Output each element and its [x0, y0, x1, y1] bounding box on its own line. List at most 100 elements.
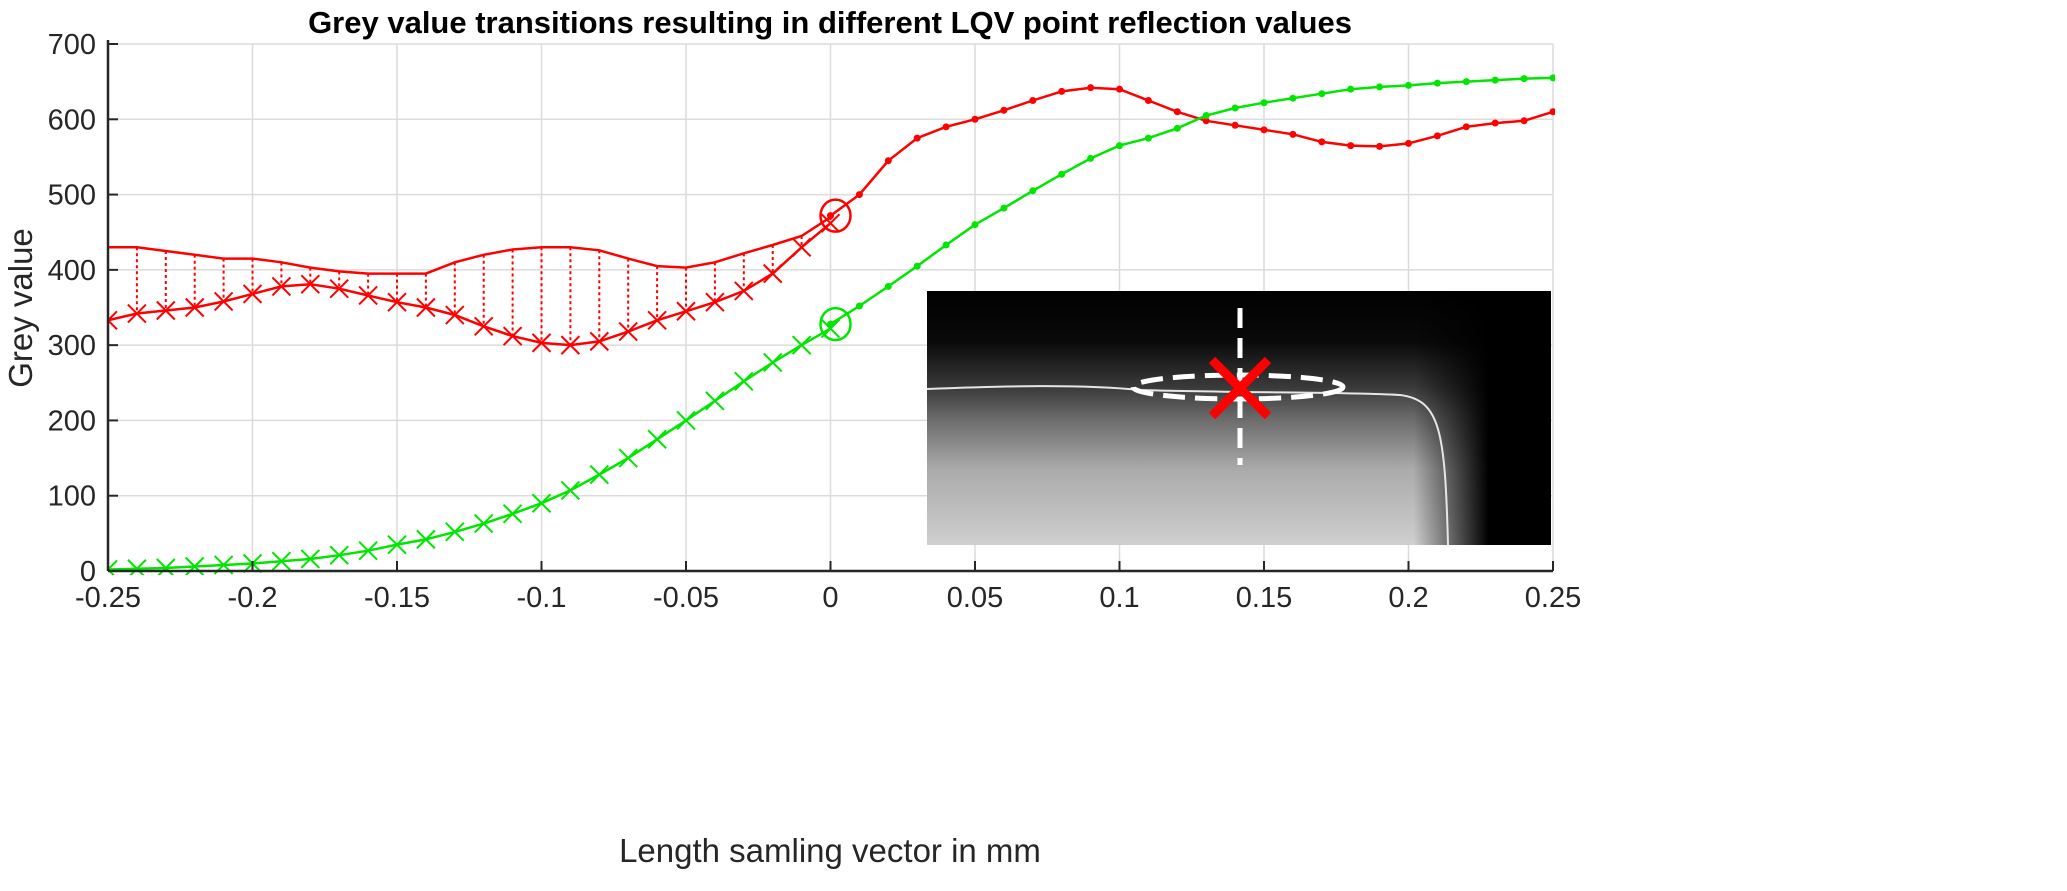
red-dots-point — [855, 191, 863, 199]
y-tick-label: 300 — [48, 330, 96, 362]
x-tick-label: 0 — [822, 582, 838, 614]
red-dots-point — [1347, 142, 1355, 150]
green-dots-point — [1173, 124, 1181, 132]
x-stroke — [157, 558, 176, 575]
x-tick-label: -0.1 — [517, 582, 567, 614]
red-dots-point — [1520, 117, 1528, 125]
green-dots-point — [827, 320, 834, 328]
x-tick-label: 0.2 — [1388, 582, 1428, 614]
red-dots-point — [1549, 108, 1555, 116]
x-stroke — [416, 529, 436, 550]
red-cross-point — [531, 333, 552, 353]
red-cross-line — [108, 222, 832, 347]
green-cross-point — [647, 429, 667, 449]
red-dots-point — [1289, 130, 1297, 138]
green-cross-point — [705, 391, 725, 411]
circle-marker — [819, 306, 852, 342]
red-dots-point — [1462, 123, 1470, 131]
red-dots-point — [942, 123, 950, 131]
x-tick-label: -0.25 — [75, 582, 141, 614]
red-cross-point — [358, 285, 378, 306]
y-tick-label: 600 — [48, 104, 96, 136]
x-stroke — [300, 549, 321, 569]
green-dots-point — [1462, 78, 1470, 86]
red-dots-point — [1260, 126, 1268, 134]
y-tick-label: 700 — [48, 29, 96, 61]
x-stroke — [734, 371, 754, 391]
red-envelope-line — [108, 216, 832, 275]
green-dots-point — [855, 302, 863, 310]
green-cross-point — [762, 352, 783, 373]
red-dots-point — [971, 115, 979, 123]
red-dots-point — [1058, 87, 1066, 95]
red-x-marker-icon — [1208, 356, 1272, 420]
green-cross-point — [184, 556, 205, 575]
x-stroke — [156, 300, 176, 321]
red-cross-point — [184, 297, 205, 318]
red-dots-point — [1029, 96, 1037, 104]
green-cross-point — [676, 410, 696, 431]
green-dots-point — [1260, 99, 1268, 107]
red-cross-point — [300, 274, 321, 294]
green-cross-point — [589, 464, 610, 485]
red-cross-point — [791, 237, 812, 257]
green-dots-point — [1520, 75, 1528, 83]
green-dots-point — [1202, 112, 1210, 120]
y-tick-label: 100 — [48, 481, 96, 513]
red-dots-point — [1231, 121, 1239, 129]
green-cross-point — [502, 504, 523, 524]
x-stroke — [791, 237, 812, 257]
x-tick-label: -0.15 — [364, 582, 430, 614]
x-stroke — [184, 297, 205, 318]
green-dots-point — [1029, 187, 1037, 195]
green-cross-point — [531, 493, 552, 513]
red-cross-point — [473, 316, 494, 337]
x-tick-label: -0.2 — [228, 582, 278, 614]
x-stroke — [445, 305, 465, 325]
green-cross-point — [416, 529, 436, 550]
x-stroke — [705, 391, 725, 411]
series-layer — [108, 74, 1555, 575]
x-stroke — [762, 263, 783, 284]
x-stroke — [300, 274, 321, 294]
red-dots-point — [1173, 108, 1181, 116]
x-stroke — [531, 493, 552, 513]
red-dots-point — [913, 134, 921, 142]
x-stroke — [416, 297, 436, 318]
red-dots-point — [1144, 96, 1152, 104]
red-dots-point — [1376, 142, 1384, 150]
green-dots-line — [829, 76, 1554, 326]
red-cross-point — [705, 292, 725, 312]
green-dots-point — [1144, 134, 1152, 142]
green-dots-point — [1549, 74, 1555, 82]
y-tick-label: 0 — [80, 556, 96, 588]
x-tick-label: -0.05 — [653, 582, 719, 614]
y-tick-label: 200 — [48, 405, 96, 437]
x-tick-label: 0.15 — [1236, 582, 1292, 614]
red-dots-point — [1433, 132, 1441, 140]
green-cross-point — [618, 448, 638, 468]
green-cross-point — [108, 559, 118, 575]
green-dots-point — [942, 241, 950, 249]
circle-marker — [819, 198, 852, 233]
x-stroke — [502, 504, 523, 524]
red-dots-line — [829, 86, 1554, 217]
x-stroke — [358, 285, 378, 306]
green-dots-point — [1405, 81, 1412, 89]
red-dots-point — [1087, 84, 1095, 92]
red-cross-point — [445, 305, 465, 325]
x-stroke — [108, 310, 118, 322]
green-dots-point — [1433, 79, 1441, 87]
green-dots-point — [1289, 94, 1297, 102]
green-dots-point — [884, 282, 892, 290]
green-dots-point — [971, 221, 979, 229]
x-axis-label: Length samling vector in mm — [619, 832, 1041, 869]
red-cross-point — [108, 310, 118, 331]
red-cross-point — [762, 263, 783, 284]
axes: -0.25 -0.2 -0.15 -0.1 -0.05 0 0.05 0.1 0.15 0.2 0.… — [48, 29, 1582, 614]
green-dots-point — [1087, 154, 1095, 162]
red-cross-point — [242, 284, 263, 304]
x-tick-label: 0.1 — [1099, 582, 1139, 614]
x-stroke — [647, 429, 667, 449]
